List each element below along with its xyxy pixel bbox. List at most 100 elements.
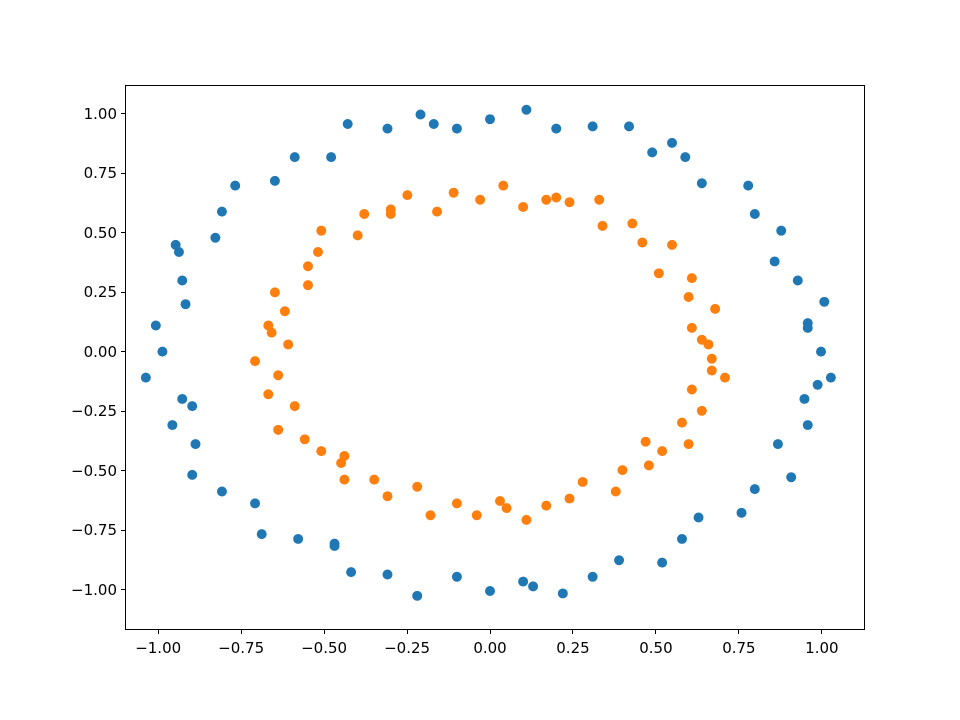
scatter-canvas [140,104,836,601]
x-tick-label: −0.25 [384,639,431,657]
data-point-outer-circle-class [451,123,462,134]
data-point-inner-circle-class [719,372,730,383]
data-point-inner-circle-class [336,458,347,468]
data-point-outer-circle-class [680,152,691,163]
y-tick-mark [121,470,125,472]
data-point-inner-circle-class [683,439,694,450]
y-tick-label: 0.00 [83,342,117,361]
data-point-inner-circle-class [594,194,605,205]
x-tick-mark [655,630,657,634]
data-point-inner-circle-class [451,498,462,509]
data-point-inner-circle-class [498,180,509,191]
data-point-inner-circle-class [339,474,350,485]
data-point-inner-circle-class [518,201,529,212]
x-tick-label: 0.50 [639,639,673,657]
y-tick-label: 1.00 [83,104,117,123]
data-point-outer-circle-class [382,123,393,134]
data-point-outer-circle-class [624,121,635,132]
data-point-outer-circle-class [187,469,198,480]
data-point-outer-circle-class [250,498,261,509]
y-tick-label: −0.50 [71,461,117,480]
data-point-inner-circle-class [316,446,327,457]
data-point-outer-circle-class [412,590,423,601]
data-point-inner-circle-class [706,365,717,376]
data-point-outer-circle-class [190,439,201,450]
data-point-inner-circle-class [359,209,370,220]
x-tick-label: −1.00 [135,639,182,657]
data-point-inner-circle-class [653,268,664,279]
data-point-outer-circle-class [518,576,529,587]
y-tick-mark [121,529,125,531]
data-point-inner-circle-class [617,465,628,476]
y-tick-label: −1.00 [71,580,117,599]
data-point-inner-circle-class [369,474,380,485]
data-point-outer-circle-class [485,114,495,125]
x-tick-label: 1.00 [805,639,839,657]
data-point-inner-circle-class [577,476,588,487]
data-point-outer-circle-class [187,401,198,412]
data-point-outer-circle-class [749,484,760,495]
data-point-outer-circle-class [667,137,678,148]
data-point-outer-circle-class [551,123,562,134]
data-point-inner-circle-class [640,436,651,447]
y-tick-label: 0.75 [83,164,117,183]
data-point-inner-circle-class [471,510,482,521]
y-tick-label: 0.50 [83,223,117,242]
data-point-inner-circle-class [686,273,697,284]
data-point-outer-circle-class [216,206,227,217]
data-point-outer-circle-class [657,557,668,568]
data-point-outer-circle-class [736,507,747,518]
data-point-outer-circle-class [528,581,539,592]
data-point-inner-circle-class [686,322,697,333]
y-tick-mark [121,172,125,174]
data-point-outer-circle-class [812,379,823,390]
y-tick-mark [121,589,125,591]
data-point-outer-circle-class [743,180,754,191]
data-point-inner-circle-class [312,247,323,257]
data-point-outer-circle-class [557,588,568,599]
data-point-outer-circle-class [587,571,598,582]
data-point-outer-circle-class [696,178,707,189]
data-point-outer-circle-class [802,318,813,329]
data-point-inner-circle-class [597,220,608,231]
data-point-outer-circle-class [180,299,191,310]
data-point-inner-circle-class [610,486,621,497]
data-point-inner-circle-class [677,417,687,428]
data-point-outer-circle-class [256,529,267,540]
data-point-inner-circle-class [696,334,707,345]
y-tick-label: 0.25 [83,283,117,302]
y-tick-mark [121,291,125,293]
data-point-outer-circle-class [816,346,827,357]
data-point-inner-circle-class [448,187,459,198]
data-point-outer-circle-class [216,486,227,497]
data-point-outer-circle-class [799,393,810,404]
data-point-outer-circle-class [776,225,787,236]
data-point-outer-circle-class [326,152,337,163]
data-point-outer-circle-class [587,121,598,132]
plot-area [125,85,865,630]
data-point-inner-circle-class [385,204,396,215]
data-point-inner-circle-class [283,339,294,350]
data-point-outer-circle-class [382,569,393,580]
data-point-inner-circle-class [303,261,313,272]
data-point-outer-circle-class [693,512,704,523]
data-point-outer-circle-class [157,346,168,357]
data-point-inner-circle-class [521,514,532,525]
x-tick-mark [572,630,574,634]
data-point-outer-circle-class [614,555,625,566]
data-point-outer-circle-class [485,586,495,597]
data-point-inner-circle-class [299,434,310,445]
data-point-outer-circle-class [269,175,280,186]
data-point-outer-circle-class [677,533,687,544]
y-tick-mark [121,410,125,412]
data-point-inner-circle-class [551,192,562,203]
data-point-outer-circle-class [825,372,836,383]
data-point-outer-circle-class [150,320,161,331]
data-point-outer-circle-class [428,118,439,129]
x-tick-mark [738,630,740,634]
data-point-outer-circle-class [819,296,830,307]
data-point-inner-circle-class [316,225,327,236]
data-point-inner-circle-class [250,356,261,367]
x-tick-mark [240,630,242,634]
